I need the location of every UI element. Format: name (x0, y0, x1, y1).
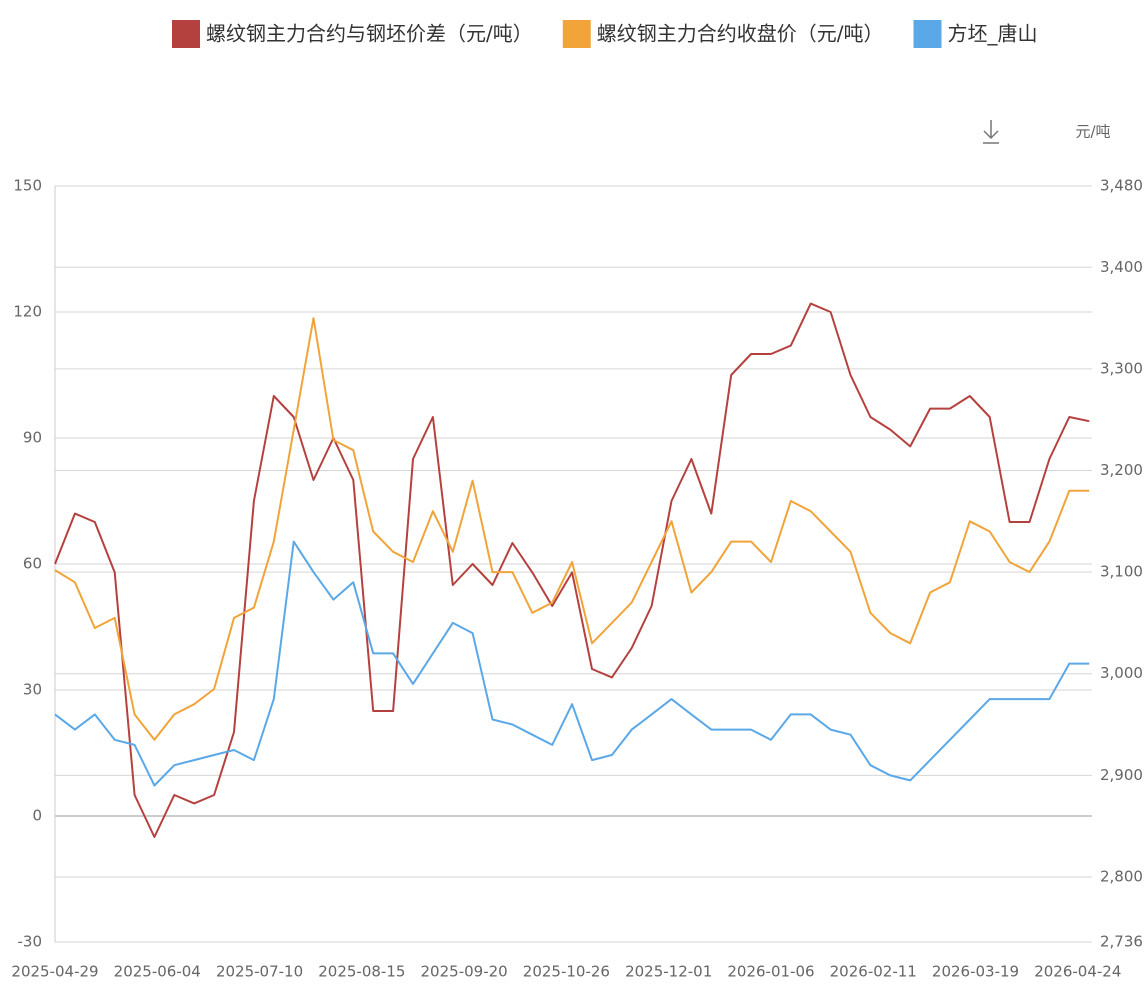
legend-label: 螺纹钢主力合约收盘价（元/吨） (597, 22, 884, 46)
x-tick-label: 2025-09-20 (421, 963, 508, 981)
y2-tick-label: 3,300 (1100, 359, 1143, 377)
y2-axis-label: 元/吨 (1075, 123, 1110, 141)
legend-label: 螺纹钢主力合约与钢坯价差（元/吨） (206, 22, 533, 46)
x-tick-label: 2026-01-06 (727, 963, 814, 981)
x-tick-label: 2026-04-24 (1034, 963, 1121, 981)
y2-tick-label: 3,400 (1100, 258, 1143, 276)
download-icon[interactable] (983, 120, 999, 144)
y2-tick-label: 3,000 (1100, 664, 1143, 682)
series-line (54, 317, 1090, 741)
legend-swatch (562, 20, 591, 48)
y2-tick-label: 2,900 (1100, 766, 1143, 784)
y2-tick-label: 3,100 (1100, 563, 1143, 581)
x-tick-label: 2026-02-11 (830, 963, 917, 981)
legend-label: 方坯_唐山 (948, 22, 1038, 46)
y2-tick-label: 2,800 (1100, 867, 1143, 885)
y-tick-label: -30 (18, 933, 43, 951)
y-tick-label: 120 (13, 303, 42, 321)
series-line (54, 540, 1090, 787)
y2-tick-label: 3,480 (1100, 177, 1143, 195)
y-tick-label: 150 (13, 177, 42, 195)
x-tick-label: 2025-07-10 (216, 963, 303, 981)
x-tick-label: 2025-06-04 (114, 963, 201, 981)
y2-tick-label: 2,736 (1100, 933, 1143, 951)
y-tick-label: 0 (32, 807, 42, 825)
x-tick-label: 2025-08-15 (318, 963, 405, 981)
legend-swatch (913, 20, 942, 48)
y-tick-label: 60 (23, 555, 42, 573)
x-tick-label: 2025-04-29 (11, 963, 98, 981)
series-line (54, 302, 1090, 838)
legend-swatch (172, 20, 200, 48)
y-tick-label: 90 (23, 429, 42, 447)
x-tick-label: 2026-03-19 (932, 963, 1019, 981)
y2-tick-label: 3,200 (1100, 461, 1143, 479)
x-tick-label: 2025-10-26 (523, 963, 610, 981)
y-tick-label: 30 (23, 681, 42, 699)
x-tick-label: 2025-12-01 (625, 963, 712, 981)
download-arrow[interactable] (983, 120, 999, 144)
